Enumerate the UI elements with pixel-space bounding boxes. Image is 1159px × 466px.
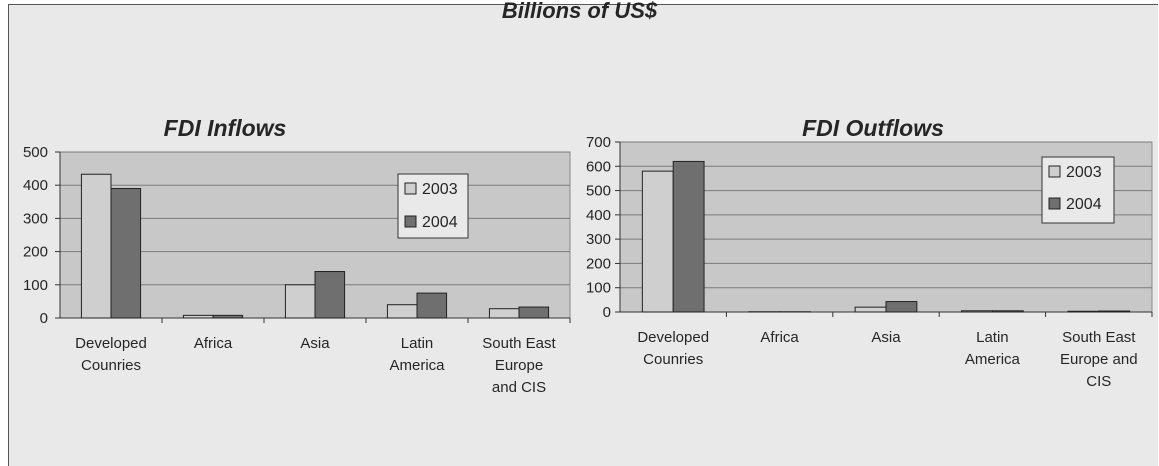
legend-swatch-2004 [1049, 198, 1060, 209]
legend-swatch-2003 [405, 183, 416, 194]
category-label: Latin [401, 335, 434, 352]
bar-2004-4 [1099, 311, 1130, 312]
bar-2003-0 [81, 174, 111, 318]
bar-2004-3 [992, 311, 1023, 312]
category-label: Europe and [1060, 351, 1138, 368]
category-label: Counries [643, 351, 703, 368]
bar-2004-4 [519, 307, 549, 318]
y-tick-label: 300 [586, 231, 611, 248]
category-label: South East [482, 335, 556, 352]
category-label: Africa [760, 329, 799, 346]
bar-2004-1 [213, 315, 243, 318]
legend-label-2003: 2003 [422, 181, 458, 198]
category-label: Europe [495, 357, 543, 374]
y-tick-label: 500 [23, 144, 48, 161]
legend-swatch-2004 [405, 216, 416, 227]
bar-2003-3 [387, 305, 417, 318]
y-tick-label: 600 [586, 158, 611, 175]
y-tick-label: 400 [23, 177, 48, 194]
bar-2003-4 [489, 309, 519, 318]
category-label: Asia [871, 329, 901, 346]
bar-2004-2 [315, 272, 345, 318]
category-label: South East [1062, 329, 1136, 346]
y-tick-label: 100 [23, 277, 48, 294]
fdi-inflows-chart: FDI Inflows 0 100 200 300 400 500 Developed Cou… [23, 115, 570, 396]
bar-2003-2 [285, 285, 315, 318]
legend-label-2004: 2004 [1066, 196, 1102, 213]
fdi-outflows-chart: FDI Outflows 0 100 200 300 400 500 600 700 Devel… [586, 115, 1152, 390]
category-label: Developed [637, 329, 709, 346]
bar-2004-0 [673, 161, 704, 312]
bar-2003-4 [1068, 311, 1099, 312]
bar-2004-3 [417, 293, 447, 318]
bar-2003-2 [855, 307, 886, 312]
y-tick-label: 0 [603, 304, 611, 321]
category-label: CIS [1086, 373, 1111, 390]
y-tick-label: 100 [586, 280, 611, 297]
legend-label-2003: 2003 [1066, 164, 1102, 181]
category-label: Africa [194, 335, 233, 352]
legend-swatch-2003 [1049, 166, 1060, 177]
bar-2003-1 [183, 315, 213, 318]
category-label: Counries [81, 357, 141, 374]
category-label: Asia [300, 335, 330, 352]
y-tick-label: 500 [586, 183, 611, 200]
bar-2003-0 [642, 171, 673, 312]
category-label: Latin [976, 329, 1009, 346]
y-tick-label: 700 [586, 134, 611, 151]
legend-label-2004: 2004 [422, 214, 458, 231]
bar-2004-0 [111, 189, 141, 318]
y-tick-label: 200 [23, 244, 48, 261]
chart-title-outflows: FDI Outflows [802, 115, 944, 141]
bar-2003-3 [962, 311, 993, 312]
category-label: and CIS [492, 379, 546, 396]
y-tick-label: 300 [23, 210, 48, 227]
y-tick-label: 200 [586, 255, 611, 272]
category-label: America [965, 351, 1021, 368]
y-tick-label: 400 [586, 207, 611, 224]
category-label: America [389, 357, 445, 374]
bar-2004-2 [886, 302, 917, 312]
chart-title-inflows: FDI Inflows [164, 115, 287, 141]
y-tick-label: 0 [40, 310, 48, 327]
category-label: Developed [75, 335, 147, 352]
